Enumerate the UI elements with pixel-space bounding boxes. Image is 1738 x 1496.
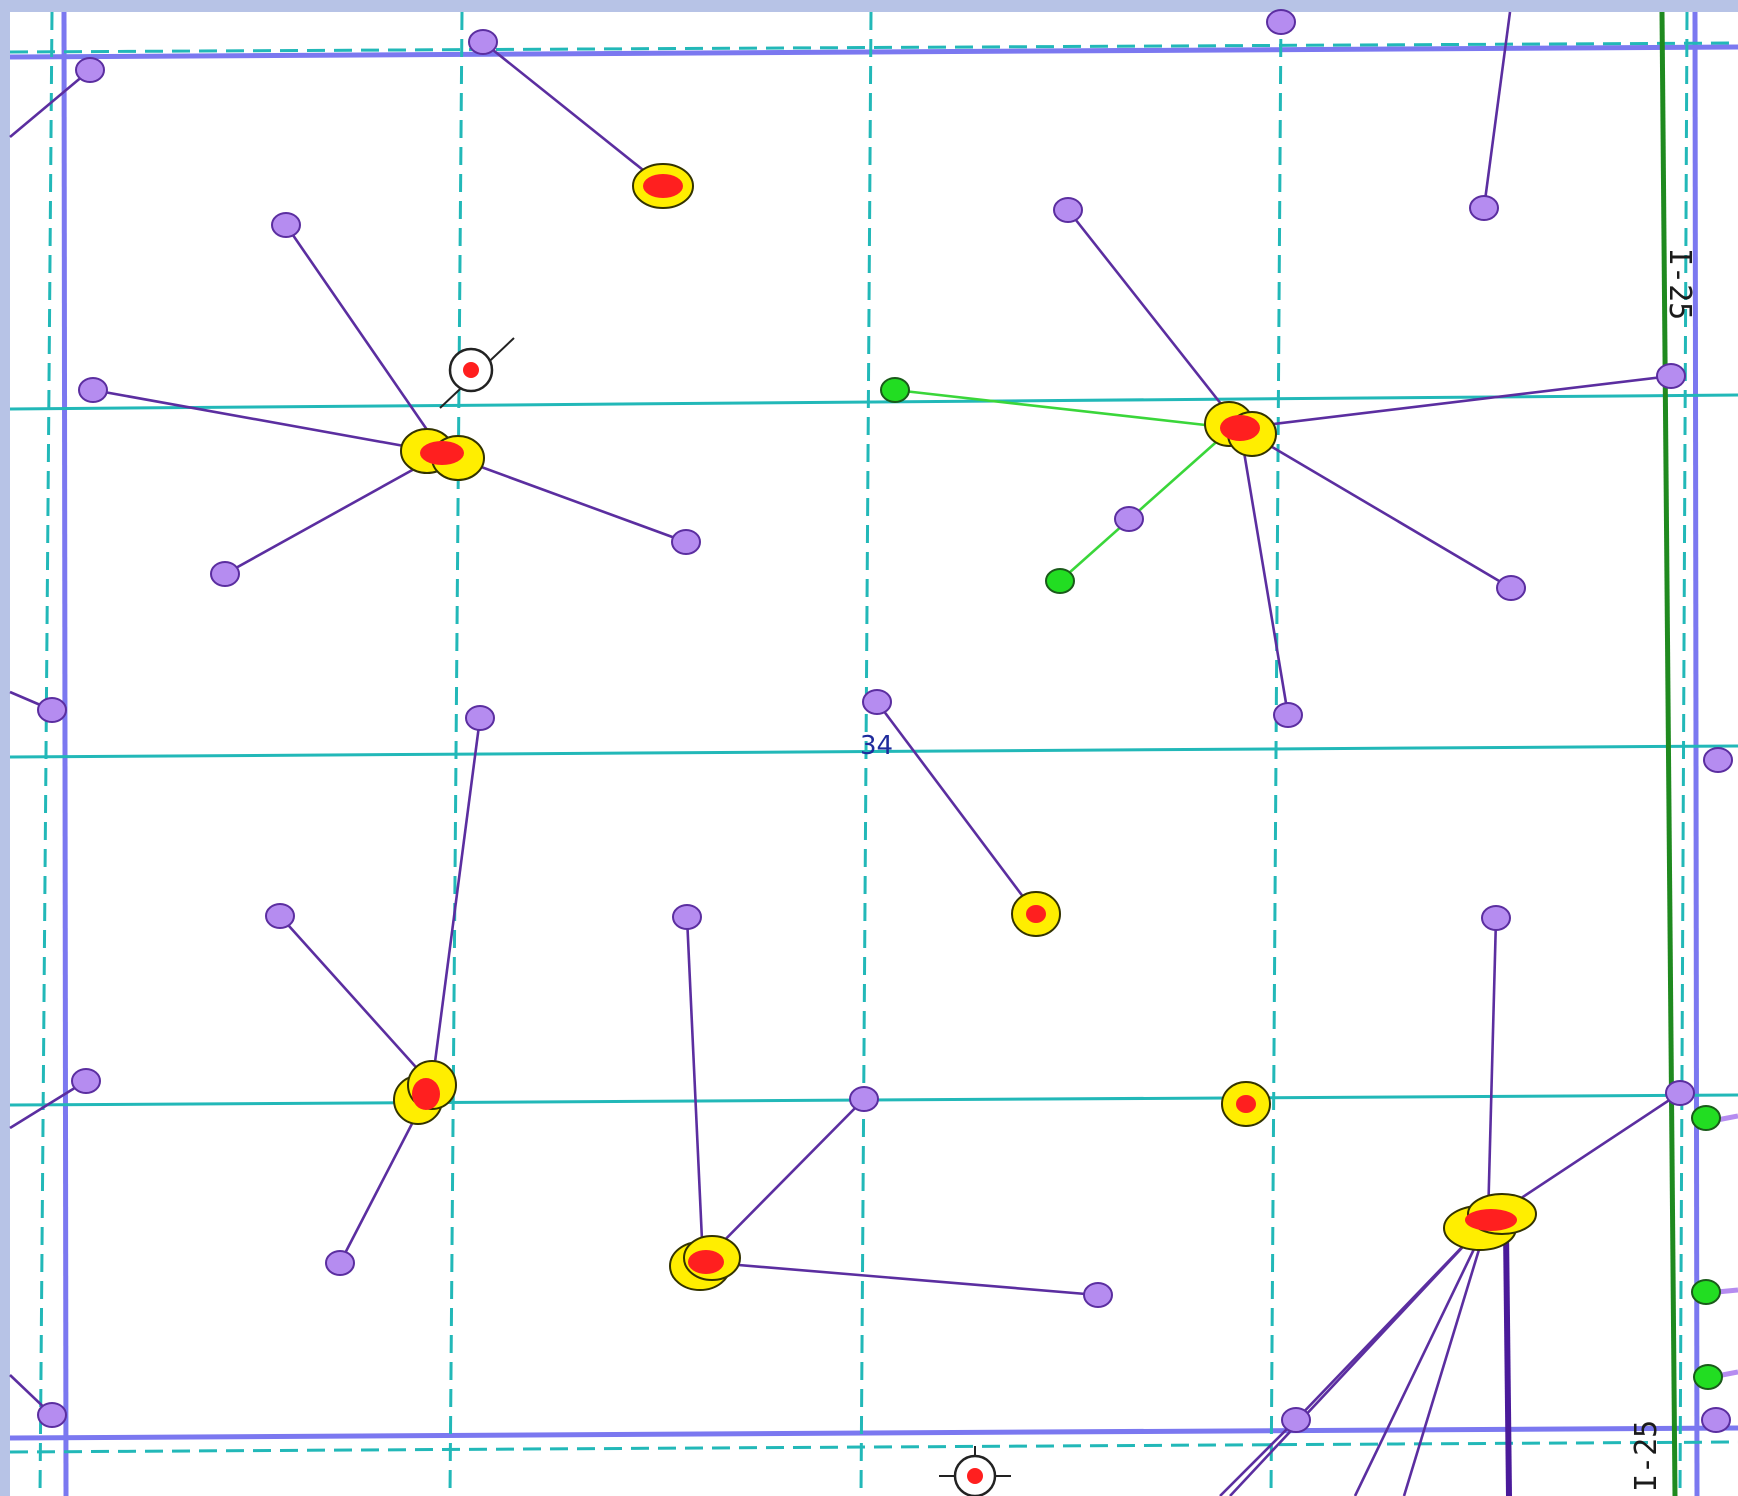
bottom-hole-icon[interactable] [37,1402,67,1428]
township-lines [9,11,1738,1496]
bottom-hole-icon[interactable] [78,377,108,403]
highway-label: I-25 [1629,1420,1664,1492]
bottom-hole-icon[interactable] [271,212,301,238]
bottom-hole-active-icon[interactable] [1691,1105,1721,1131]
well-pad-icon[interactable] [1221,1081,1271,1127]
bottom-hole-icon[interactable] [672,904,702,930]
bottom-hole-icon[interactable] [75,57,105,83]
well-pad-icon[interactable] [400,428,485,481]
bottom-hole-icon[interactable] [1469,195,1499,221]
bottom-hole-icon[interactable] [671,529,701,555]
well-pad-icon[interactable] [669,1235,741,1291]
bottom-hole-icon[interactable] [1701,1407,1731,1433]
well-pad-icon[interactable] [1204,401,1277,457]
permit-target-icon[interactable] [939,1446,1011,1496]
bottom-hole-icon[interactable] [1496,575,1526,601]
bottom-hole-icon[interactable] [265,903,295,929]
highway-i25 [1659,11,1678,1496]
bottom-hole-active-icon[interactable] [1693,1364,1723,1390]
bottom-hole-icon[interactable] [210,561,240,587]
bottom-hole-icon[interactable] [849,1086,879,1112]
bottom-hole-icon[interactable] [1083,1282,1113,1308]
bottom-hole-markers[interactable] [37,9,1733,1433]
bottom-hole-icon[interactable] [37,697,67,723]
section-grid-dashed [9,11,1738,1496]
bottom-hole-icon[interactable] [1114,506,1144,532]
bottom-hole-active-icon[interactable] [1045,568,1075,594]
well-pad-icon[interactable] [632,163,694,209]
bottom-hole-icon[interactable] [1281,1407,1311,1433]
bottom-hole-icon[interactable] [325,1250,355,1276]
well-lateral-thick [1503,1229,1512,1496]
well-pad-icon[interactable] [1443,1193,1537,1251]
bottom-hole-active-icon[interactable] [880,377,910,403]
bottom-hole-icon[interactable] [465,705,495,731]
bottom-hole-icon[interactable] [1703,747,1733,773]
bottom-hole-icon[interactable] [1481,905,1511,931]
bottom-hole-icon[interactable] [1273,702,1303,728]
active-laterals [894,388,1233,582]
bottom-hole-icon[interactable] [1656,363,1686,389]
bottom-hole-icon[interactable] [862,689,892,715]
permit-target-icon[interactable] [448,347,494,393]
well-pad-icon[interactable] [1011,891,1061,937]
bottom-hole-icon[interactable] [71,1068,101,1094]
bottom-hole-icon[interactable] [1053,197,1083,223]
active-bottom-hole-markers[interactable] [880,377,1723,1390]
bottom-hole-icon[interactable] [468,29,498,55]
bottom-hole-icon[interactable] [1665,1080,1695,1106]
bottom-hole-icon[interactable] [1266,9,1296,35]
bottom-hole-active-icon[interactable] [1691,1279,1721,1305]
section-number-label: 34 [860,731,893,761]
highway-label: I-25 [1662,248,1697,320]
well-pad-icon[interactable] [393,1060,457,1125]
well-pads[interactable] [393,163,1537,1291]
